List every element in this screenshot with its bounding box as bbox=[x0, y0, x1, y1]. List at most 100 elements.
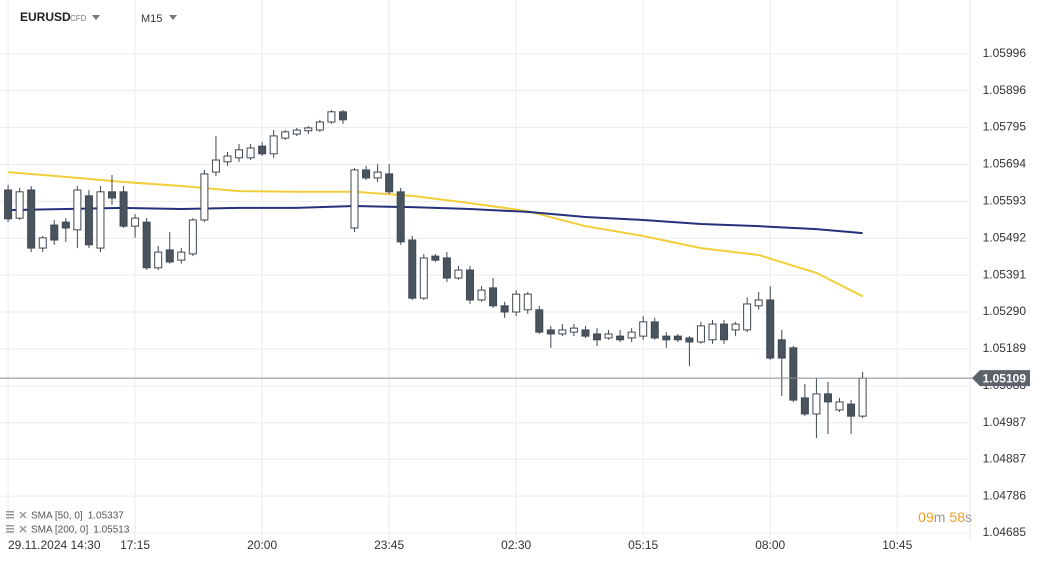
candle-body bbox=[731, 323, 740, 331]
y-tick-label: 1.05996 bbox=[983, 46, 1027, 60]
candle-body bbox=[96, 191, 105, 249]
candle-body bbox=[73, 189, 82, 231]
legend-value: 1.05513 bbox=[93, 525, 130, 536]
y-tick-label: 1.04987 bbox=[983, 415, 1027, 429]
candle-body bbox=[754, 299, 763, 307]
candle-body bbox=[235, 149, 244, 159]
candle-body bbox=[800, 397, 809, 415]
candle-body bbox=[84, 195, 93, 246]
candle-body bbox=[327, 111, 336, 123]
candle-body bbox=[708, 323, 717, 341]
candle-body bbox=[373, 171, 382, 179]
candle-body bbox=[258, 145, 267, 155]
y-tick-label: 1.05492 bbox=[983, 230, 1027, 244]
candle-body bbox=[269, 135, 278, 155]
candle-body bbox=[431, 255, 440, 261]
symbol[interactable]: EURUSD bbox=[20, 10, 71, 24]
candle-body bbox=[789, 347, 798, 401]
candle-body bbox=[558, 329, 567, 335]
candle-body bbox=[569, 327, 578, 333]
candle-body bbox=[200, 173, 209, 221]
timeframe-dropdown[interactable] bbox=[169, 15, 177, 20]
candle-body bbox=[720, 323, 729, 341]
candle-body bbox=[500, 305, 509, 313]
candle-body bbox=[61, 221, 70, 229]
candle-body bbox=[165, 249, 174, 263]
candle-body bbox=[442, 257, 451, 279]
candle-body bbox=[338, 111, 347, 121]
grid-layer bbox=[0, 0, 971, 540]
candle-body bbox=[523, 293, 532, 311]
x-tick-label: 17:15 bbox=[120, 538, 150, 552]
candle-body bbox=[38, 237, 47, 249]
countdown: 09m 58s bbox=[918, 509, 972, 525]
x-tick-label: 05:15 bbox=[628, 538, 658, 552]
x-tick-label: 20:00 bbox=[247, 538, 277, 552]
candle-body bbox=[131, 217, 140, 227]
y-tick-label: 1.05795 bbox=[983, 120, 1027, 134]
candle-body bbox=[304, 127, 313, 132]
candle-body bbox=[662, 335, 671, 341]
x-tick-label: 10:45 bbox=[882, 538, 912, 552]
candle-body bbox=[292, 129, 301, 135]
legend-label: SMA [200, 0] bbox=[31, 525, 88, 536]
y-tick-label: 1.05694 bbox=[983, 157, 1027, 171]
candle-body bbox=[858, 377, 867, 417]
current-price-label: 1.05109 bbox=[983, 371, 1027, 385]
candle-body bbox=[593, 333, 602, 341]
candle-body bbox=[535, 309, 544, 333]
x-tick-label: 08:00 bbox=[755, 538, 785, 552]
candle-body bbox=[546, 329, 555, 335]
y-tick-label: 1.04685 bbox=[983, 525, 1027, 539]
candle-body bbox=[15, 191, 24, 219]
candle-body bbox=[315, 121, 324, 131]
candle-body bbox=[604, 333, 613, 339]
candle-body bbox=[419, 257, 428, 299]
y-tick-label: 1.05189 bbox=[983, 341, 1027, 355]
candle-layer bbox=[4, 109, 867, 439]
y-tick-label: 1.04887 bbox=[983, 451, 1027, 465]
symbol-dropdown[interactable] bbox=[92, 15, 100, 20]
candle-body bbox=[362, 169, 371, 179]
candle-body bbox=[177, 251, 186, 261]
candle-body bbox=[454, 269, 463, 279]
candle-body bbox=[823, 393, 832, 403]
candle-body bbox=[246, 147, 255, 159]
x-tick-label: 02:30 bbox=[501, 538, 531, 552]
candle-body bbox=[696, 325, 705, 343]
candle-body bbox=[465, 269, 474, 301]
legend-icons[interactable] bbox=[6, 511, 27, 533]
candle-body bbox=[154, 251, 163, 269]
y-tick-label: 1.05593 bbox=[983, 193, 1027, 207]
y-tick-label: 1.05290 bbox=[983, 304, 1027, 318]
y-tick-label: 1.05896 bbox=[983, 83, 1027, 97]
candle-body bbox=[27, 189, 36, 249]
candle-body bbox=[766, 299, 775, 359]
timeframe[interactable]: M15 bbox=[141, 13, 162, 25]
candle-body bbox=[581, 329, 590, 337]
countdown-seconds: 58 bbox=[949, 509, 965, 525]
candle-body bbox=[281, 131, 290, 139]
x-tick-label: 29.11.2024 14:30 bbox=[8, 538, 101, 552]
candle-body bbox=[396, 191, 405, 243]
candle-body bbox=[627, 331, 636, 339]
y-tick-label: 1.04786 bbox=[983, 488, 1027, 502]
indicator-layer bbox=[7, 171, 864, 298]
candle-body bbox=[847, 403, 856, 417]
candle-body bbox=[477, 289, 486, 301]
candle-body bbox=[119, 191, 128, 227]
legend-label: SMA [50, 0] bbox=[31, 511, 83, 522]
candle-body bbox=[108, 191, 117, 199]
countdown-minutes-unit: m bbox=[934, 509, 946, 525]
x-tick-label: 23:45 bbox=[374, 538, 404, 552]
candle-body bbox=[50, 224, 59, 241]
legend-value: 1.05337 bbox=[88, 511, 125, 522]
candle-body bbox=[211, 159, 220, 173]
candle-body bbox=[512, 293, 521, 313]
candle-body bbox=[673, 335, 682, 341]
candle-body bbox=[489, 287, 498, 307]
candle-body bbox=[650, 321, 659, 339]
candle-body bbox=[812, 393, 821, 415]
